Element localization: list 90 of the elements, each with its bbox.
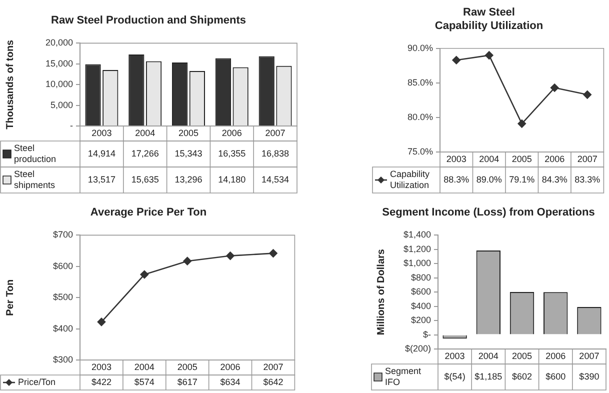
x-tick-label: 2004 bbox=[478, 350, 498, 361]
x-tick-label: 2007 bbox=[263, 362, 284, 372]
y-tick-label: $(200) bbox=[404, 343, 432, 354]
data-label: 83.3% bbox=[574, 174, 600, 184]
x-tick-label: 2005 bbox=[512, 154, 532, 164]
chart-title: Raw Steel Capability Utilization bbox=[434, 6, 544, 32]
data-label: 14,914 bbox=[88, 148, 116, 158]
x-tick-label: 2007 bbox=[265, 128, 286, 138]
point bbox=[269, 249, 278, 258]
y-tick-label: $1,000 bbox=[403, 258, 431, 268]
x-tick-label: 2003 bbox=[444, 350, 465, 361]
legend-label: Price/Ton bbox=[18, 376, 56, 387]
data-label: $602 bbox=[512, 371, 532, 382]
y-tick-label: - bbox=[70, 120, 73, 130]
x-tick-label: 2007 bbox=[577, 154, 598, 164]
point bbox=[183, 256, 192, 266]
y-tick-label: 5,000 bbox=[50, 100, 73, 110]
x-tick-label: 2005 bbox=[177, 362, 198, 372]
y-tick-label: $800 bbox=[410, 272, 431, 282]
x-tick-label: 2003 bbox=[91, 362, 112, 372]
data-label: $634 bbox=[220, 376, 240, 387]
data-label: 15,343 bbox=[174, 148, 202, 158]
y-tick-label: $1,200 bbox=[403, 244, 431, 254]
y-tick-label: 85.0% bbox=[407, 77, 433, 88]
data-label: $617 bbox=[177, 376, 198, 387]
data-label: 13,517 bbox=[88, 174, 116, 184]
data-label: $(54) bbox=[444, 371, 466, 382]
x-tick-label: 2004 bbox=[479, 154, 500, 164]
x-tick-label: 2006 bbox=[544, 154, 565, 164]
point bbox=[583, 90, 592, 99]
data-label: $574 bbox=[134, 376, 154, 387]
point bbox=[452, 56, 461, 64]
data-label: $1,185 bbox=[474, 371, 502, 382]
legend-label: Steel shipments bbox=[14, 168, 56, 190]
y-tick-label: $- bbox=[422, 329, 431, 340]
data-label: 84.3% bbox=[542, 174, 568, 184]
x-tick-label: 2004 bbox=[134, 362, 154, 372]
data-label: 13,296 bbox=[174, 174, 202, 184]
data-label: 14,180 bbox=[218, 174, 246, 184]
y-tick-label: $200 bbox=[410, 315, 431, 326]
chart-title: Raw Steel Production and Shipments bbox=[51, 14, 246, 27]
y-tick-label: $500 bbox=[52, 292, 73, 302]
point bbox=[484, 51, 494, 60]
y-tick-label: $400 bbox=[410, 300, 431, 311]
legend-label: Steel production bbox=[14, 142, 56, 164]
data-label: 16,838 bbox=[262, 148, 290, 158]
data-label: 15,635 bbox=[131, 174, 159, 184]
y-tick-label: 15,000 bbox=[45, 58, 73, 68]
x-tick-label: 2007 bbox=[579, 350, 600, 361]
y-tick-label: $300 bbox=[52, 354, 73, 364]
data-label: 89.0% bbox=[476, 174, 502, 184]
chart-title: Average Price Per Ton bbox=[90, 206, 207, 219]
point bbox=[226, 252, 234, 260]
data-label: $390 bbox=[579, 371, 600, 382]
x-tick-label: 2003 bbox=[446, 154, 466, 164]
point bbox=[550, 84, 559, 92]
x-tick-label: 2006 bbox=[220, 362, 240, 372]
y-tick-label: $600 bbox=[52, 260, 73, 271]
x-tick-label: 2003 bbox=[92, 128, 112, 138]
x-tick-label: 2005 bbox=[178, 128, 199, 138]
data-label: 14,534 bbox=[262, 174, 290, 184]
data-label: 16,355 bbox=[218, 148, 246, 158]
y-tick-label: $1,400 bbox=[403, 230, 431, 240]
data-label: 88.3% bbox=[444, 174, 470, 184]
data-label: $642 bbox=[263, 376, 284, 387]
y-axis-title: Millions of Dollars bbox=[376, 248, 387, 336]
data-label: 79.1% bbox=[509, 174, 535, 184]
y-tick-label: 90.0% bbox=[407, 42, 433, 53]
x-tick-label: 2006 bbox=[222, 128, 242, 138]
y-tick-label: $700 bbox=[52, 230, 73, 240]
y-tick-label: 80.0% bbox=[407, 112, 433, 122]
x-tick-label: 2005 bbox=[512, 350, 532, 361]
point bbox=[97, 318, 106, 326]
chart-title: Segment Income (Loss) from Operations bbox=[382, 206, 595, 219]
x-tick-label: 2004 bbox=[135, 128, 156, 138]
y-tick-label: $600 bbox=[410, 286, 431, 297]
point bbox=[518, 120, 526, 128]
y-tick-label: $400 bbox=[52, 323, 73, 334]
y-axis-title: Per Ton bbox=[4, 279, 16, 316]
x-tick-label: 2006 bbox=[546, 350, 566, 361]
y-tick-label: 10,000 bbox=[45, 79, 73, 90]
data-label: $422 bbox=[91, 376, 112, 387]
data-label: $600 bbox=[546, 371, 566, 382]
legend-label: Capability Utilization bbox=[390, 168, 430, 190]
y-tick-label: 75.0% bbox=[407, 146, 433, 156]
legend-label: Segment IFO bbox=[385, 366, 422, 387]
point bbox=[140, 270, 149, 279]
y-axis-title: Thousands of tons bbox=[4, 39, 16, 130]
y-tick-label: 20,000 bbox=[45, 38, 73, 48]
data-label: 17,266 bbox=[131, 148, 159, 158]
